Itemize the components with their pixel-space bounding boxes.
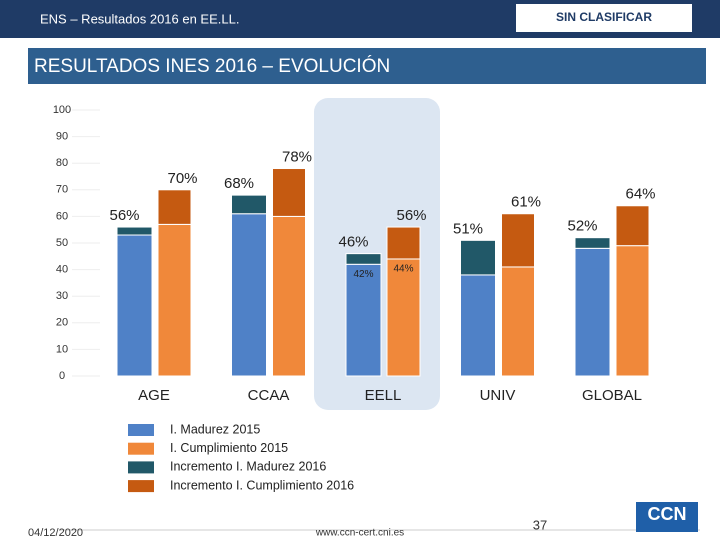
bar-segment	[272, 168, 306, 217]
title-bar	[28, 48, 706, 84]
y-tick-label: 20	[56, 317, 68, 329]
bar-segment	[231, 194, 267, 215]
y-tick-label: 10	[56, 343, 68, 355]
bar-segment	[231, 213, 267, 377]
legend-swatch	[128, 461, 154, 474]
bar-segment	[157, 189, 192, 225]
footer-url: www.ccn-cert.cni.es	[315, 528, 404, 539]
x-tick-label: GLOBAL	[582, 387, 642, 404]
slide-title: RESULTADOS INES 2016 – EVOLUCIÓN	[34, 55, 390, 77]
y-tick-label: 80	[56, 157, 68, 169]
footer-date: 04/12/2020	[28, 527, 83, 539]
legend-swatch	[128, 442, 154, 455]
bar-segment	[501, 266, 535, 377]
logo: CCN	[648, 504, 687, 524]
y-tick-label: 0	[59, 370, 65, 382]
x-tick-label: AGE	[138, 387, 170, 404]
classification: SIN CLASIFICAR	[556, 10, 652, 24]
bar-segment	[460, 239, 496, 276]
total-label: 61%	[511, 194, 541, 211]
x-tick-label: EELL	[365, 387, 402, 404]
value-label: 42%	[353, 269, 373, 280]
y-tick-label: 40	[56, 264, 68, 276]
legend-label: Incremento I. Cumplimiento 2016	[170, 478, 354, 492]
bar-segment	[345, 253, 382, 265]
total-label: 68%	[224, 175, 254, 192]
bar-segment	[615, 245, 650, 377]
bar-segment	[345, 263, 382, 377]
bar-segment	[501, 213, 535, 268]
legend-label: I. Cumplimiento 2015	[170, 441, 288, 455]
total-label: 70%	[167, 170, 197, 187]
total-label: 64%	[625, 186, 655, 203]
page-number: 37	[533, 517, 547, 532]
total-label: 46%	[338, 234, 368, 251]
legend-label: Incremento I. Madurez 2016	[170, 460, 326, 474]
bar-segment	[574, 247, 611, 377]
bar-segment	[116, 234, 153, 377]
y-tick-label: 50	[56, 237, 68, 249]
y-tick-label: 30	[56, 290, 68, 302]
legend-label: I. Madurez 2015	[170, 422, 260, 436]
bar-segment	[386, 258, 421, 377]
bar-segment	[574, 237, 611, 249]
x-tick-label: UNIV	[480, 387, 516, 404]
y-tick-label: 90	[56, 131, 68, 143]
y-tick-label: 70	[56, 184, 68, 196]
bar-segment	[272, 215, 306, 377]
total-label: 78%	[282, 148, 312, 165]
bar-segment	[460, 274, 496, 377]
bar-segment	[157, 223, 192, 377]
header-text: ENS – Resultados 2016 en EE.LL.	[40, 11, 239, 26]
legend-swatch	[128, 424, 154, 436]
total-label: 51%	[453, 220, 483, 237]
total-label: 56%	[109, 207, 139, 224]
bar-segment	[116, 226, 153, 236]
classification-box	[516, 4, 692, 32]
value-label: 44%	[393, 264, 413, 275]
logo-box	[636, 502, 698, 532]
bar-segment	[386, 226, 421, 260]
y-tick-label: 60	[56, 210, 68, 222]
y-tick-label: 100	[53, 104, 71, 116]
total-label: 56%	[396, 207, 426, 224]
legend-swatch	[128, 480, 154, 493]
bar-segment	[615, 205, 650, 247]
x-tick-label: CCAA	[248, 387, 290, 404]
total-label: 52%	[567, 218, 597, 235]
